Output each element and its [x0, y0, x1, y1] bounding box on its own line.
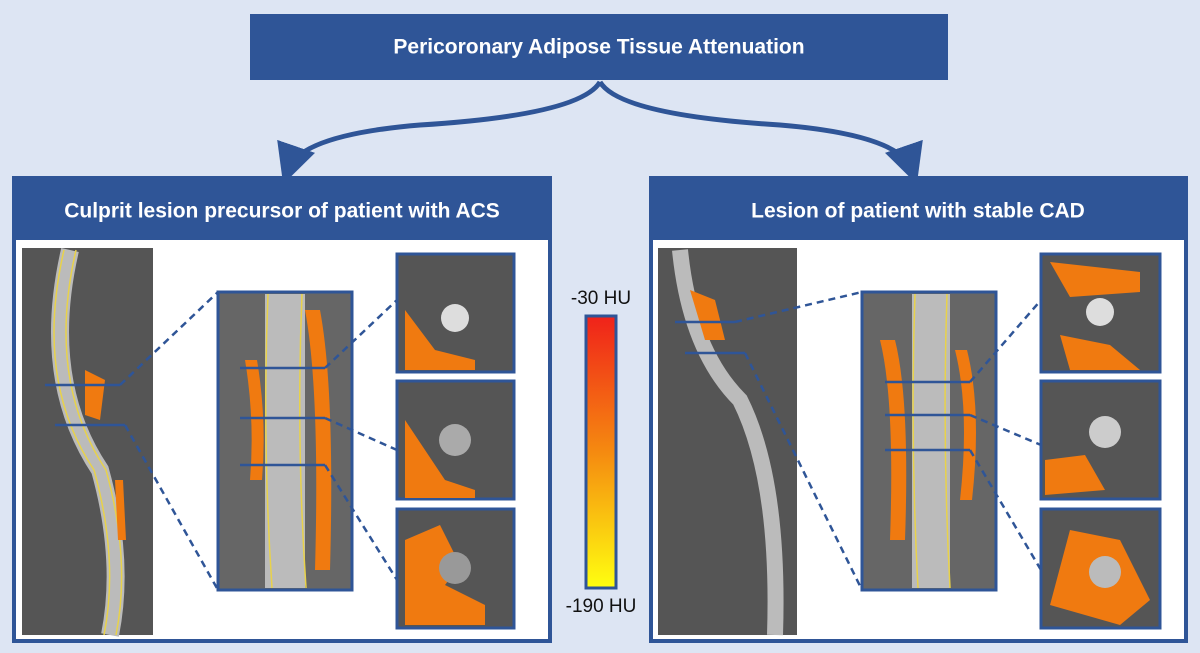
title: Pericoronary Adipose Tissue Attenuation	[393, 36, 804, 59]
panel-title: Lesion of patient with stable CAD	[751, 200, 1085, 223]
panel-right: Lesion of patient with stable CAD	[649, 176, 1188, 643]
arrow	[597, 80, 923, 185]
colorbar-top-label: -30 HU	[571, 288, 631, 309]
panel-title: Culprit lesion precursor of patient with…	[64, 200, 500, 223]
panel-left: Culprit lesion precursor of patient with…	[12, 176, 552, 643]
arrow	[277, 80, 603, 185]
colorbar-bottom-label: -190 HU	[566, 596, 637, 617]
colorbar	[584, 314, 618, 590]
title-box	[250, 14, 948, 80]
